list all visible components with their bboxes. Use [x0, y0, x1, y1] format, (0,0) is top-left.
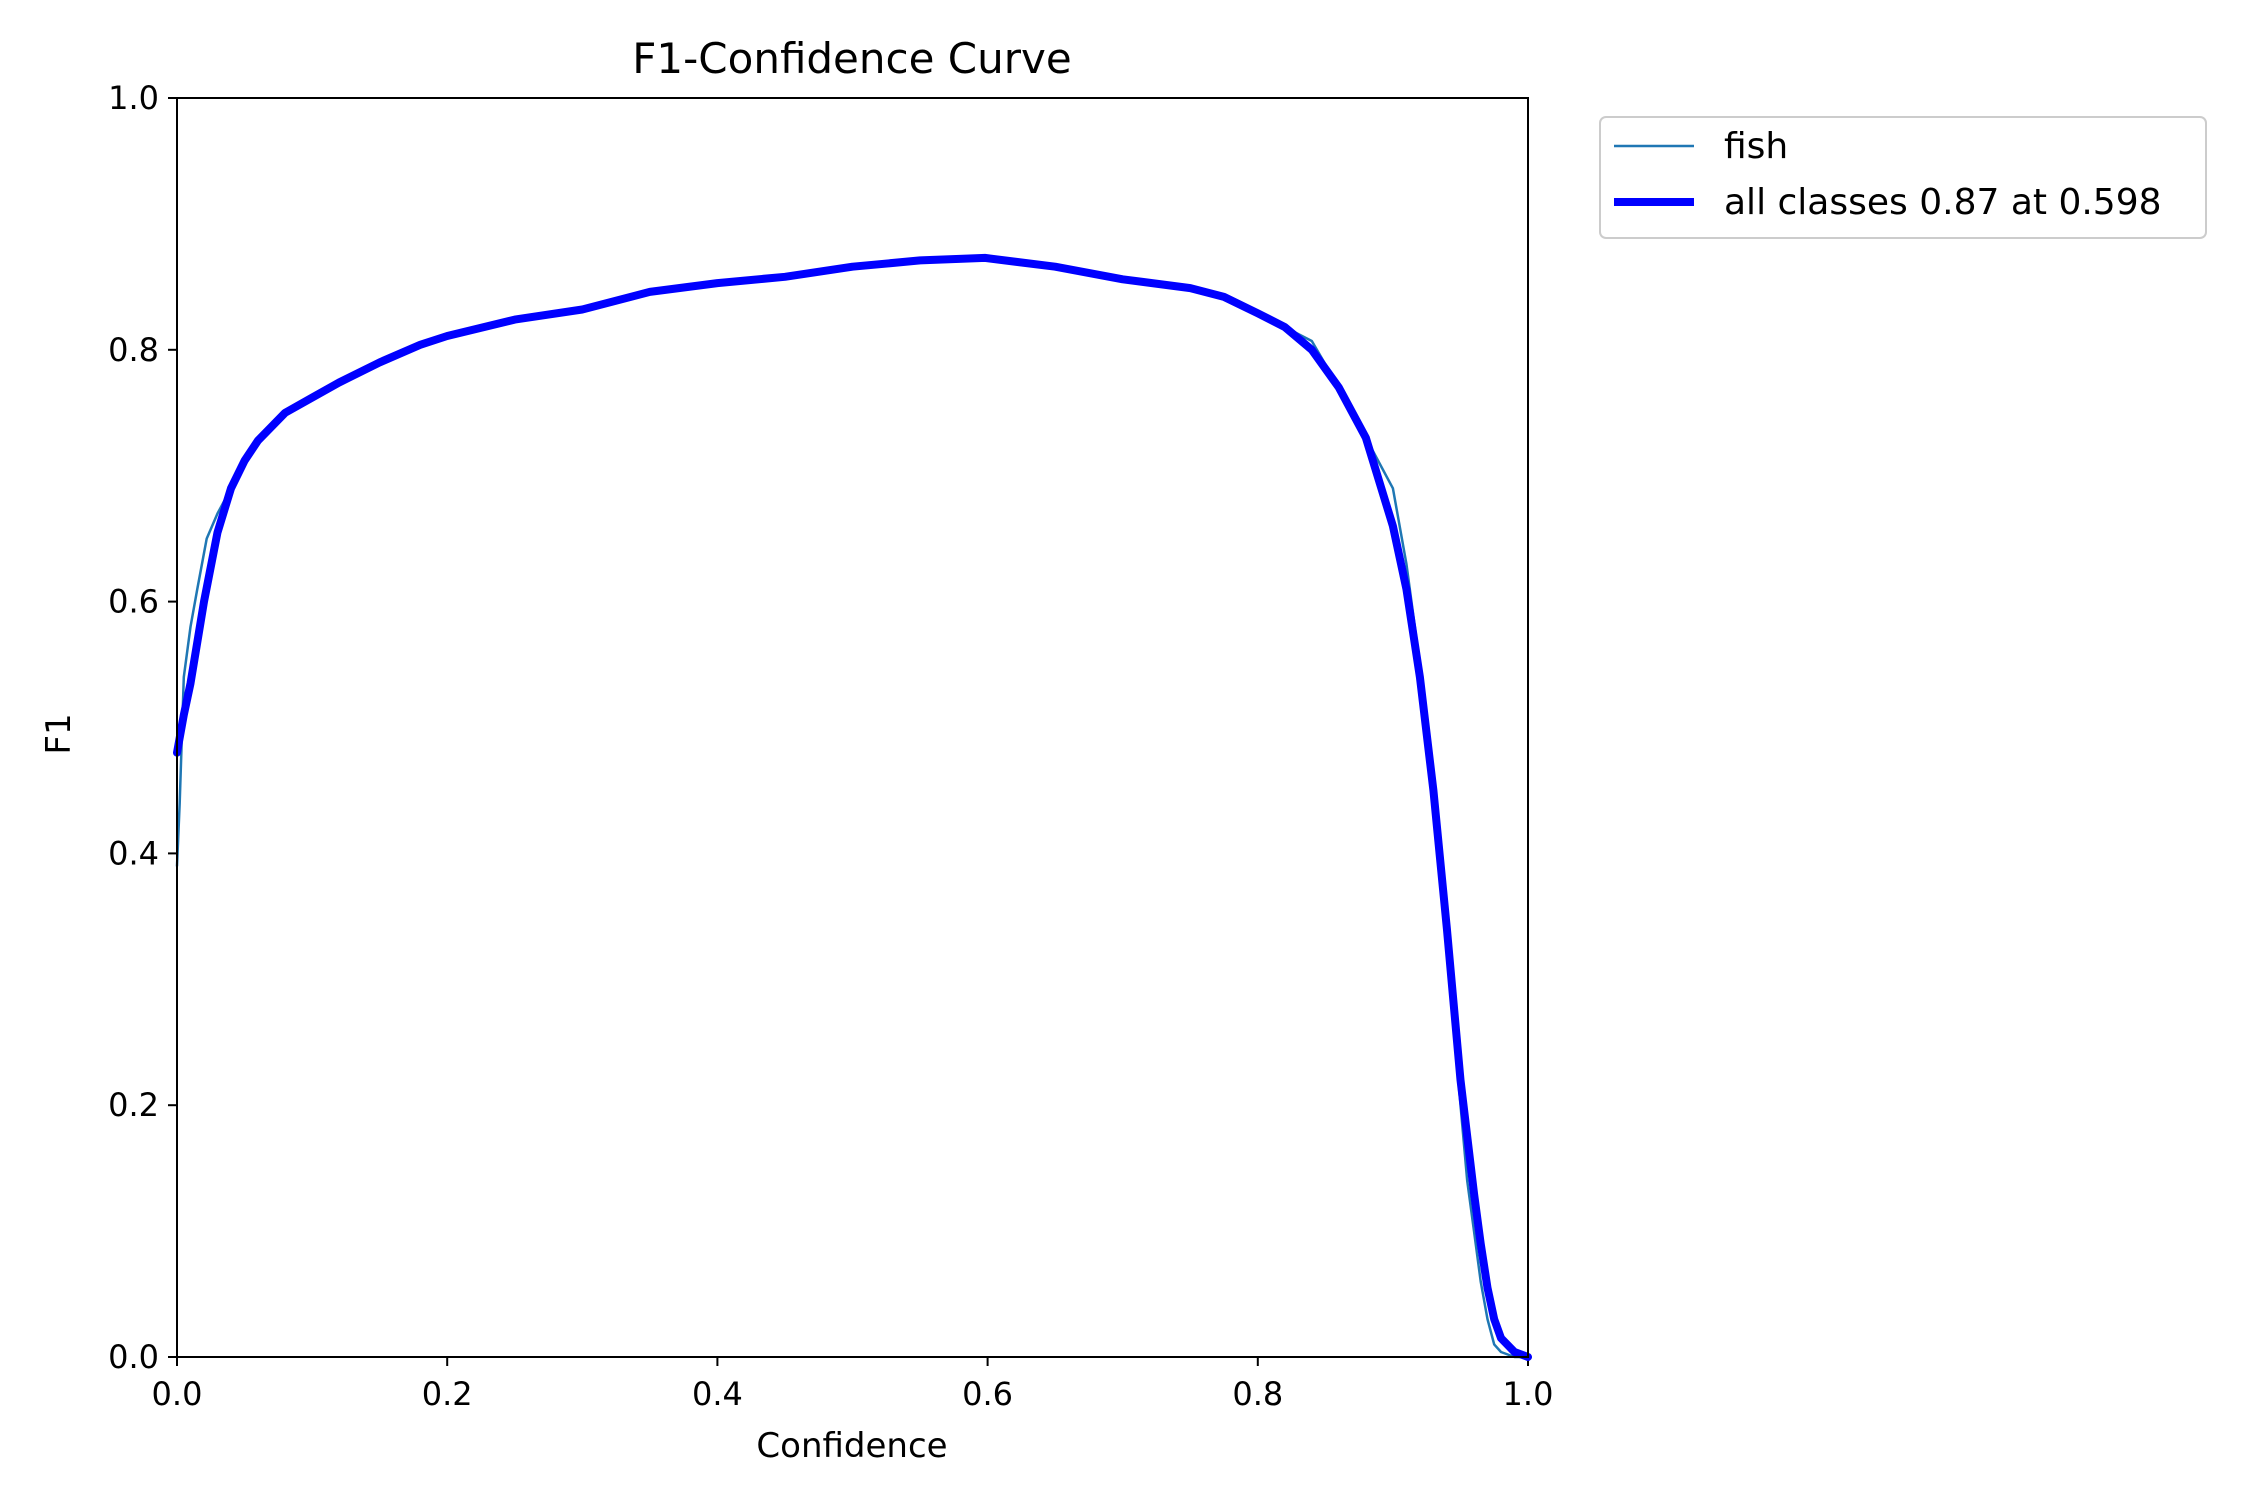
legend-label-all-classes: all classes 0.87 at 0.598: [1724, 182, 2162, 223]
y-tick-label: 0.0: [108, 1338, 159, 1376]
plot-frame: [176, 97, 1529, 1358]
x-tick-label: 0.8: [1232, 1375, 1283, 1413]
x-tick-label: 0.6: [962, 1375, 1013, 1413]
series-line-all-classes: [173, 253, 1532, 1361]
y-tick-label: 0.2: [108, 1086, 159, 1124]
y-axis-ticks: 0.0 0.2 0.4 0.6 0.8 1.0: [108, 79, 177, 1376]
y-tick-label: 0.8: [108, 331, 159, 369]
legend: fish all classes 0.87 at 0.598: [1599, 116, 2207, 239]
y-tick-label: 0.6: [108, 583, 159, 621]
y-tick-label: 0.4: [108, 834, 159, 872]
x-tick-label: 0.0: [152, 1375, 203, 1413]
x-axis-ticks: 0.0 0.2 0.4 0.6 0.8 1.0: [152, 1357, 1554, 1413]
y-axis-title: F1: [39, 713, 79, 754]
x-tick-label: 0.2: [422, 1375, 473, 1413]
x-tick-label: 0.4: [692, 1375, 743, 1413]
x-tick-label: 1.0: [1503, 1375, 1554, 1413]
chart-title: F1-Confidence Curve: [632, 34, 1071, 83]
y-tick-label: 1.0: [108, 79, 159, 117]
series-line-fish: [175, 256, 1530, 1359]
series-lines: [173, 253, 1532, 1361]
legend-label-fish: fish: [1724, 126, 1788, 167]
x-axis-title: Confidence: [756, 1426, 947, 1466]
legend-box: [1599, 116, 2207, 239]
